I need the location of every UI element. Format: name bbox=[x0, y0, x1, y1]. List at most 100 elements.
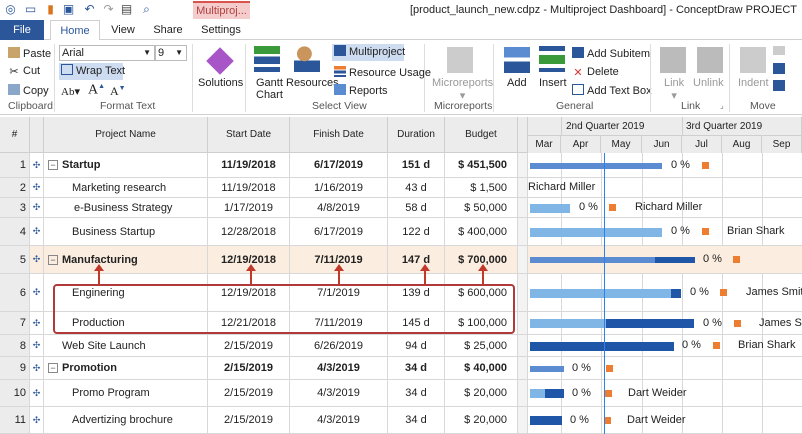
start-date-cell[interactable]: 1/17/2019 bbox=[208, 198, 290, 217]
header-project-name[interactable]: Project Name bbox=[44, 117, 208, 153]
wrap-text-button[interactable]: Wrap Text bbox=[59, 63, 125, 80]
add-button[interactable]: Add bbox=[507, 77, 527, 89]
table-row[interactable]: 4 ✣ Business Startup 12/28/2018 6/17/201… bbox=[0, 218, 802, 246]
decrease-font-icon[interactable]: A▼ bbox=[110, 84, 126, 98]
finish-date-cell[interactable]: 6/17/2019 bbox=[290, 218, 388, 245]
budget-cell[interactable]: $ 50,000 bbox=[445, 198, 518, 217]
tab-settings[interactable]: Settings bbox=[201, 24, 241, 36]
summary-bar[interactable] bbox=[530, 257, 655, 263]
project-name-cell[interactable]: Promo Program bbox=[44, 380, 208, 406]
task-bar-critical[interactable] bbox=[530, 416, 562, 425]
link-button[interactable]: Link ▾ bbox=[664, 77, 685, 102]
paste-button[interactable]: Paste bbox=[8, 47, 51, 60]
header-budget[interactable]: Budget bbox=[445, 117, 518, 153]
task-bar[interactable] bbox=[530, 319, 606, 328]
table-row[interactable]: 2 ✣ Marketing research 11/19/2018 1/16/2… bbox=[0, 178, 802, 198]
tab-share[interactable]: Share bbox=[153, 24, 183, 36]
task-bar[interactable] bbox=[530, 203, 570, 213]
solutions-button[interactable]: Solutions bbox=[198, 77, 244, 89]
finish-date-cell[interactable]: 4/3/2019 bbox=[290, 357, 388, 379]
cut-button[interactable]: ✂ Cut bbox=[8, 65, 40, 78]
budget-cell[interactable]: $ 700,000 bbox=[445, 246, 518, 273]
dialog-launcher-icon[interactable]: ⌟ bbox=[720, 101, 724, 110]
start-date-cell[interactable]: 12/19/2018 bbox=[208, 246, 290, 273]
duration-cell[interactable]: 94 d bbox=[388, 335, 445, 356]
context-tab[interactable]: Multiproj... bbox=[193, 1, 250, 19]
milestone-marker-icon[interactable] bbox=[609, 204, 616, 211]
undo-icon[interactable]: ↶ bbox=[84, 2, 95, 16]
milestone-marker-icon[interactable] bbox=[713, 342, 720, 349]
milestone-marker-icon[interactable] bbox=[733, 256, 740, 263]
start-date-cell[interactable]: 11/19/2018 bbox=[208, 153, 290, 177]
multiproject-button[interactable]: Multiproject bbox=[332, 44, 405, 61]
font-select[interactable]: Arial ▼ bbox=[59, 45, 155, 61]
move-up-icon[interactable] bbox=[773, 63, 785, 74]
table-row[interactable]: 8 ✣ Web Site Launch 2/15/2019 6/26/2019 … bbox=[0, 335, 802, 357]
milestone-marker-icon[interactable] bbox=[734, 319, 741, 327]
unlink-button[interactable]: Unlink bbox=[693, 77, 724, 89]
text-effects-button[interactable]: Ab▾ bbox=[61, 86, 80, 98]
finish-date-cell[interactable]: 4/3/2019 bbox=[290, 380, 388, 406]
table-row[interactable]: 9 ✣ − Promotion 2/15/2019 4/3/2019 34 d $… bbox=[0, 357, 802, 380]
font-size-select[interactable]: 9 ▼ bbox=[155, 45, 187, 61]
header-num[interactable]: # bbox=[0, 117, 30, 153]
task-bar[interactable] bbox=[530, 227, 662, 237]
task-bar-critical[interactable] bbox=[606, 319, 694, 328]
project-name-cell[interactable]: Business Startup bbox=[44, 218, 208, 245]
start-date-cell[interactable]: 2/15/2019 bbox=[208, 335, 290, 356]
tab-home[interactable]: Home bbox=[50, 20, 100, 41]
tab-file[interactable]: File bbox=[0, 20, 44, 40]
duration-cell[interactable]: 151 d bbox=[388, 153, 445, 177]
task-bar[interactable] bbox=[530, 389, 545, 398]
table-row[interactable]: 3 ✣ e-Business Strategy 1/17/2019 4/8/20… bbox=[0, 198, 802, 218]
table-row[interactable]: 7 ✣ Production 12/21/2018 7/11/2019 145 … bbox=[0, 312, 802, 335]
collapse-icon[interactable]: − bbox=[48, 254, 58, 265]
collapse-icon[interactable]: − bbox=[48, 160, 58, 170]
finish-date-cell[interactable]: 1/16/2019 bbox=[290, 178, 388, 197]
move-down-icon[interactable] bbox=[773, 80, 785, 91]
finish-date-cell[interactable]: 7/1/2019 bbox=[290, 274, 388, 311]
duration-cell[interactable]: 34 d bbox=[388, 357, 445, 379]
budget-cell[interactable]: $ 100,000 bbox=[445, 312, 518, 334]
start-date-cell[interactable]: 12/21/2018 bbox=[208, 312, 290, 334]
finish-date-cell[interactable]: 7/11/2019 bbox=[290, 312, 388, 334]
project-name-cell[interactable]: Marketing research bbox=[44, 178, 208, 197]
milestone-marker-icon[interactable] bbox=[604, 416, 611, 424]
add-subitem-button[interactable]: Add Subitem bbox=[572, 47, 650, 60]
print-icon[interactable]: ▤ bbox=[120, 2, 133, 16]
gantt-chart-button[interactable]: Gantt Chart bbox=[256, 77, 283, 101]
milestone-marker-icon[interactable] bbox=[720, 289, 727, 296]
task-bar-critical[interactable] bbox=[545, 389, 564, 398]
duration-cell[interactable]: 34 d bbox=[388, 380, 445, 406]
start-date-cell[interactable]: 12/28/2018 bbox=[208, 218, 290, 245]
finish-date-cell[interactable]: 4/3/2019 bbox=[290, 407, 388, 433]
move-top-icon[interactable] bbox=[773, 46, 785, 55]
header-start-date[interactable]: Start Date bbox=[208, 117, 290, 153]
milestone-marker-icon[interactable] bbox=[702, 228, 709, 235]
budget-cell[interactable]: $ 40,000 bbox=[445, 357, 518, 379]
budget-cell[interactable]: $ 1,500 bbox=[445, 178, 518, 197]
project-name-cell[interactable]: Web Site Launch bbox=[44, 335, 208, 356]
duration-cell[interactable]: 139 d bbox=[388, 274, 445, 311]
resources-button[interactable]: Resources bbox=[286, 77, 339, 89]
project-name-cell[interactable]: Production bbox=[44, 312, 208, 334]
budget-cell[interactable]: $ 20,000 bbox=[445, 380, 518, 406]
start-date-cell[interactable]: 2/15/2019 bbox=[208, 380, 290, 406]
finish-date-cell[interactable]: 6/26/2019 bbox=[290, 335, 388, 356]
header-duration[interactable]: Duration bbox=[388, 117, 445, 153]
copy-button[interactable]: Copy bbox=[8, 84, 49, 97]
duration-cell[interactable]: 122 d bbox=[388, 218, 445, 245]
open-icon[interactable]: ▮ bbox=[47, 2, 54, 16]
summary-bar[interactable] bbox=[530, 162, 662, 169]
header-finish-date[interactable]: Finish Date bbox=[290, 117, 388, 153]
duration-cell[interactable]: 145 d bbox=[388, 312, 445, 334]
table-row[interactable]: 6 ✣ Enginering 12/19/2018 7/1/2019 139 d… bbox=[0, 274, 802, 312]
budget-cell[interactable]: $ 400,000 bbox=[445, 218, 518, 245]
delete-button[interactable]: ✕ Delete bbox=[572, 66, 618, 79]
project-name-cell[interactable]: − Promotion bbox=[44, 357, 208, 379]
redo-icon[interactable]: ↷ bbox=[103, 2, 114, 16]
reports-button[interactable]: Reports bbox=[334, 84, 388, 97]
project-name-cell[interactable]: Advertizing brochure bbox=[44, 407, 208, 433]
indent-button[interactable]: Indent bbox=[738, 77, 769, 89]
start-date-cell[interactable]: 2/15/2019 bbox=[208, 407, 290, 433]
